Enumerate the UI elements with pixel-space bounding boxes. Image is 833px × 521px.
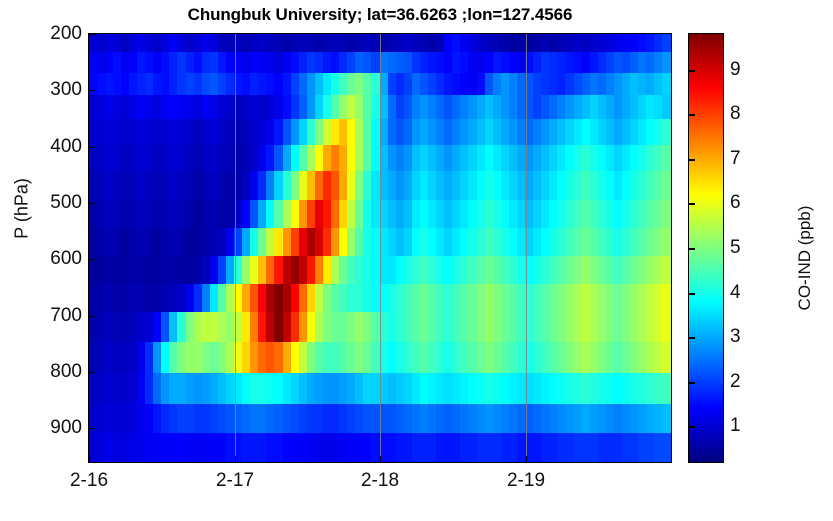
- x-axis-tick-mark: [380, 456, 381, 463]
- y-axis-tick-mark: [88, 316, 95, 317]
- colorbar-tick-label: 3: [730, 326, 741, 348]
- colorbar-tick-label: 4: [730, 281, 741, 303]
- y-axis-tick-label: 600: [50, 248, 82, 270]
- y-axis-tick-mark: [88, 372, 95, 373]
- y-axis-tick-label: 500: [50, 191, 82, 213]
- colorbar-tick-label: 1: [730, 415, 741, 437]
- y-axis-tick-label: 300: [50, 79, 82, 101]
- colorbar-tick-mark: [688, 293, 695, 295]
- y-axis-tick-labels: 200 300 400 500 600 700 800 900: [30, 0, 82, 521]
- colorbar-tick-mark: [688, 203, 695, 205]
- colorbar-tick-label: 9: [730, 58, 741, 80]
- colorbar-tick-label: 8: [730, 103, 741, 125]
- colorbar-label: CO-IND (ppb): [795, 205, 814, 311]
- x-axis-tick-label: 2-19: [506, 470, 546, 491]
- y-axis-tick-mark: [88, 203, 95, 204]
- x-axis-tick-mark: [526, 456, 527, 463]
- heatmap-canvas: [89, 34, 671, 462]
- y-axis-tick-mark: [88, 34, 95, 35]
- colorbar-tick-mark: [688, 337, 695, 339]
- y-axis-tick-mark: [88, 90, 95, 91]
- colorbar-tick-mark: [688, 70, 695, 72]
- heatmap-axes: [88, 33, 672, 463]
- y-axis-tick-label: 400: [50, 135, 82, 157]
- colorbar-tick-mark: [688, 248, 695, 250]
- colorbar-tick-label: 7: [730, 147, 741, 169]
- colorbar-tick-label: 2: [730, 370, 741, 392]
- colorbar-tick-label: 5: [730, 237, 741, 258]
- y-axis-tick-label: 200: [50, 23, 82, 44]
- colorbar-tick-mark: [688, 426, 695, 428]
- colorbar-tick-label: 6: [730, 192, 741, 214]
- y-axis-tick-mark: [88, 259, 95, 260]
- x-axis-tick-label: 2-18: [360, 470, 400, 491]
- y-axis-tick-label: 800: [50, 360, 82, 382]
- colorbar-tick-mark: [688, 159, 695, 161]
- y-axis-label: P (hPa): [11, 178, 32, 239]
- colorbar-tick-mark: [688, 382, 695, 384]
- colorbar-tick-mark: [688, 114, 695, 116]
- x-axis-tick-label: 2-16: [69, 470, 109, 491]
- y-axis-tick-label: 900: [50, 417, 82, 439]
- x-axis-tick-mark: [235, 456, 236, 463]
- y-axis-tick-mark: [88, 428, 95, 429]
- page-title: Chungbuk University; lat=36.6263 ;lon=12…: [187, 5, 573, 24]
- y-axis-tick-label: 700: [50, 304, 82, 326]
- x-axis-tick-mark: [89, 456, 90, 463]
- x-axis-tick-label: 2-17: [215, 470, 255, 491]
- y-axis-tick-mark: [88, 147, 95, 148]
